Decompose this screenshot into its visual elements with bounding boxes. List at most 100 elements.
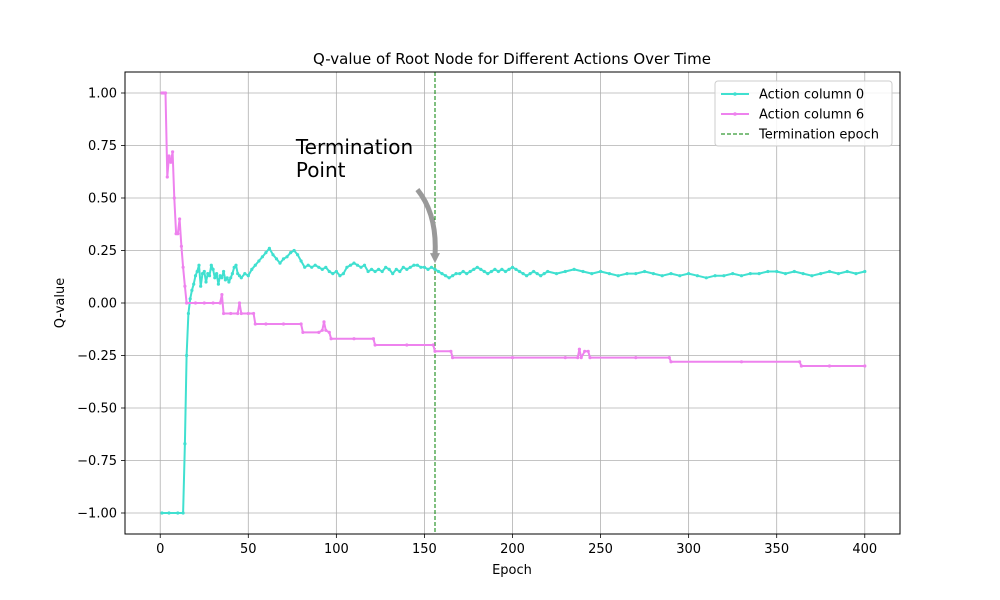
- data-point: [583, 349, 587, 353]
- data-point: [222, 311, 226, 316]
- data-point: [320, 328, 324, 332]
- data-point: [222, 269, 226, 274]
- data-point: [331, 272, 335, 276]
- data-point: [366, 269, 370, 274]
- data-point: [243, 272, 247, 276]
- data-point: [532, 269, 536, 274]
- data-point: [163, 91, 168, 95]
- data-point: [651, 272, 656, 276]
- y-tick-label: −1.00: [77, 507, 117, 522]
- data-point: [195, 269, 199, 274]
- data-point: [799, 364, 804, 368]
- data-point: [179, 244, 183, 248]
- data-point: [576, 356, 580, 360]
- data-point: [546, 269, 550, 274]
- data-point: [863, 364, 867, 368]
- data-point: [798, 360, 802, 364]
- data-point: [215, 272, 219, 276]
- data-point: [246, 274, 250, 278]
- data-point: [581, 269, 585, 274]
- data-point: [213, 276, 217, 280]
- y-tick-label: −0.50: [77, 402, 117, 417]
- data-point: [183, 442, 187, 446]
- data-point: [165, 175, 169, 179]
- data-point: [306, 263, 310, 267]
- data-point: [229, 276, 233, 280]
- data-point: [863, 269, 867, 274]
- data-point: [678, 274, 682, 278]
- data-point: [207, 274, 212, 278]
- data-point: [377, 267, 381, 271]
- data-point: [579, 356, 583, 360]
- data-point: [237, 301, 242, 305]
- data-point: [303, 265, 307, 269]
- data-point: [748, 272, 752, 276]
- data-point: [426, 267, 430, 271]
- data-point: [766, 269, 770, 274]
- data-point: [218, 274, 222, 278]
- legend: Action column 0 Action column 6 Terminatio…: [714, 80, 893, 147]
- data-point: [239, 276, 243, 280]
- data-point: [588, 356, 592, 360]
- series-line: [162, 247, 866, 514]
- data-point: [468, 269, 472, 274]
- data-point: [507, 267, 511, 271]
- data-point: [299, 259, 303, 263]
- data-point: [359, 265, 363, 269]
- data-point: [200, 272, 205, 276]
- data-point: [528, 272, 532, 276]
- data-point: [387, 267, 391, 271]
- annotation-arrow: [415, 188, 438, 256]
- data-point: [514, 267, 518, 271]
- data-point: [188, 297, 192, 301]
- data-point: [373, 269, 377, 274]
- x-tick-label: 150: [412, 542, 437, 557]
- data-point: [252, 311, 256, 316]
- data-point: [171, 150, 175, 154]
- data-point: [320, 267, 324, 271]
- data-point: [169, 160, 173, 164]
- data-point: [451, 274, 455, 278]
- series-1: [160, 91, 867, 368]
- data-point: [500, 267, 504, 271]
- data-point: [274, 257, 279, 261]
- data-point: [408, 265, 412, 269]
- data-point: [827, 364, 832, 368]
- data-point: [181, 511, 185, 515]
- data-point: [433, 349, 437, 353]
- data-point: [739, 360, 744, 364]
- data-point: [827, 269, 832, 274]
- data-point: [412, 263, 416, 267]
- data-point: [239, 311, 243, 316]
- data-point: [281, 322, 286, 326]
- legend-label: Action column 0: [759, 88, 864, 103]
- chart-title: Q-value of Root Node for Different Actio…: [313, 50, 711, 68]
- y-tick-label: 0.25: [88, 244, 117, 259]
- data-point: [185, 353, 189, 358]
- x-tick-label: 0: [156, 542, 164, 557]
- data-point: [405, 267, 409, 271]
- y-tick-label: 1.00: [88, 87, 117, 102]
- data-point: [391, 272, 395, 276]
- data-point: [669, 272, 673, 276]
- data-point: [257, 259, 261, 263]
- data-point: [246, 311, 250, 316]
- data-point: [517, 269, 522, 274]
- data-point: [310, 265, 314, 269]
- data-point: [348, 263, 353, 267]
- data-point: [329, 337, 333, 341]
- data-point: [260, 255, 264, 259]
- data-point: [465, 272, 469, 276]
- data-point: [183, 284, 187, 288]
- legend-box: [714, 80, 893, 147]
- data-point: [687, 272, 691, 276]
- data-point: [704, 276, 708, 280]
- data-point: [281, 257, 286, 261]
- data-point: [218, 301, 222, 305]
- data-point: [160, 511, 164, 515]
- data-point: [211, 267, 215, 271]
- data-point: [625, 272, 629, 276]
- data-point: [792, 269, 796, 274]
